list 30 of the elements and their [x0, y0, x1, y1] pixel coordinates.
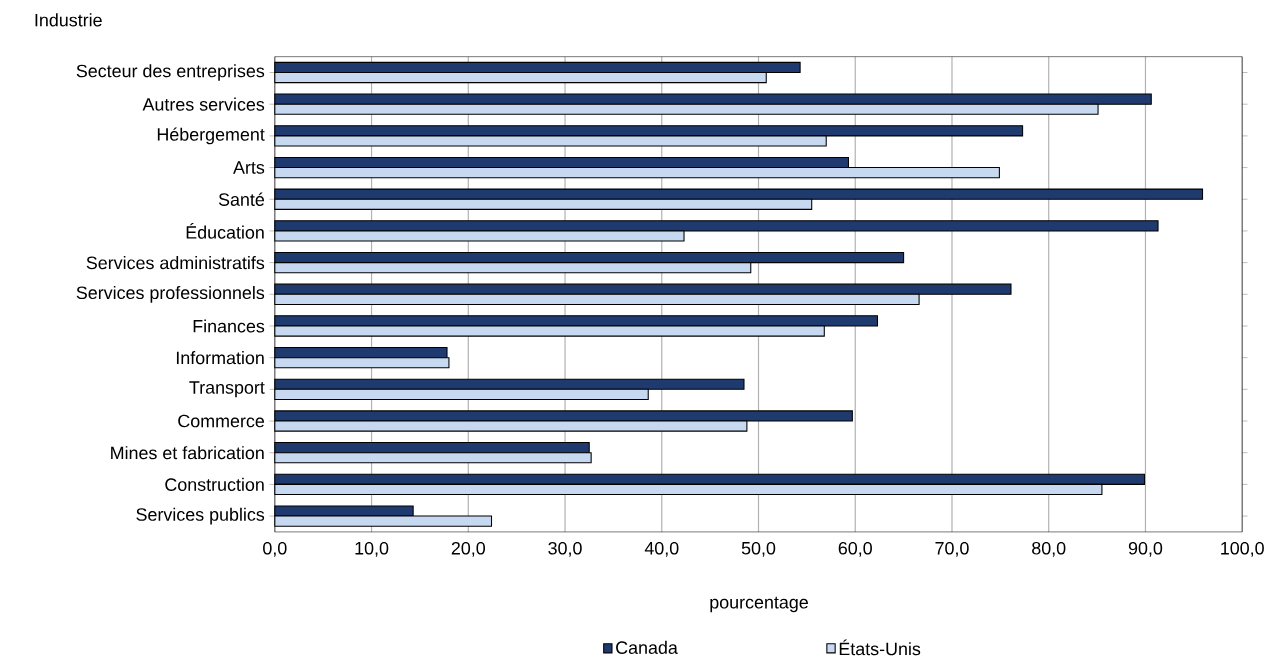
y-tick-label: Services publics	[136, 507, 265, 525]
x-tick-label: 50,0	[741, 541, 776, 557]
x-tick-label: 90,0	[1128, 541, 1163, 557]
y-axis-title: Industrie	[35, 13, 102, 27]
y-tick-label: Hébergement	[157, 127, 265, 145]
x-tick-label: 70,0	[935, 541, 969, 557]
legend-label: Canada	[616, 640, 678, 654]
x-tick-label: 30,0	[548, 541, 582, 557]
y-tick-label: Information	[176, 351, 264, 365]
x-tick-label: 60,0	[838, 541, 872, 557]
x-tick-label: 40,0	[644, 541, 679, 557]
y-tick-label: Arts	[233, 161, 265, 174]
y-tick-label: Autres services	[142, 97, 265, 111]
x-tick-label: 0,0	[263, 541, 287, 557]
y-tick-label: Finances	[193, 319, 265, 333]
y-tick-label: Construction	[165, 477, 264, 491]
y-tick-label: Secteur des entreprises	[76, 64, 265, 81]
x-tick-label: 100,0	[1221, 541, 1264, 557]
y-tick-label: Santé	[218, 192, 265, 206]
y-tick-label: Transport	[189, 381, 265, 398]
x-tick-label: 80,0	[1032, 541, 1066, 557]
x-axis-title: pourcentage	[710, 596, 808, 613]
y-tick-label: Commerce	[178, 414, 265, 428]
legend-label: États-Unis	[839, 639, 921, 656]
x-tick-label: 10,0	[355, 541, 389, 557]
y-tick-label: Éducation	[186, 222, 264, 239]
y-tick-label: Mines et fabrication	[111, 446, 264, 460]
x-tick-label: 20,0	[451, 541, 486, 557]
y-tick-label: Services professionnels	[76, 285, 265, 303]
y-tick-label: Services administratifs	[86, 255, 265, 270]
